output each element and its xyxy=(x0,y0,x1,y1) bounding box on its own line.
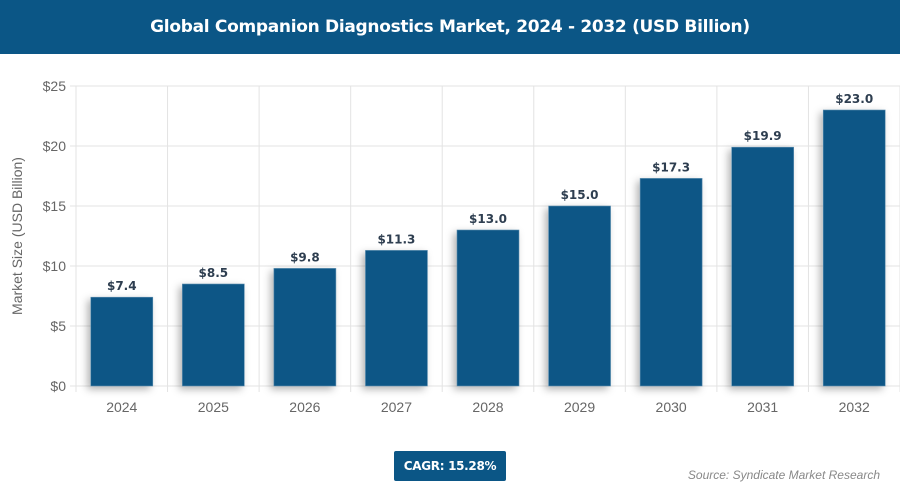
chart-title: Global Companion Diagnostics Market, 202… xyxy=(0,0,900,54)
data-label: $17.3 xyxy=(652,160,690,174)
bar xyxy=(548,205,611,387)
y-tick-label: $10 xyxy=(43,258,67,274)
bar xyxy=(822,109,886,387)
x-tick-label: 2026 xyxy=(289,399,320,415)
bar xyxy=(639,178,703,387)
data-label: $7.4 xyxy=(107,279,137,293)
bar xyxy=(365,250,428,387)
x-tick-label: 2028 xyxy=(472,399,503,415)
x-tick-label: 2031 xyxy=(747,399,778,415)
cagr-badge: CAGR: 15.28% xyxy=(394,451,506,481)
y-tick-label: $25 xyxy=(43,78,67,94)
bar xyxy=(731,146,794,387)
data-label: $15.0 xyxy=(561,188,599,202)
bar xyxy=(182,283,245,387)
bar xyxy=(90,296,154,387)
x-tick-label: 2032 xyxy=(839,399,870,415)
bar xyxy=(273,268,337,387)
y-tick-label: $5 xyxy=(50,318,66,334)
x-tick-label: 2025 xyxy=(198,399,229,415)
y-tick-label: $0 xyxy=(50,378,66,394)
x-tick-label: 2027 xyxy=(381,399,412,415)
data-label: $9.8 xyxy=(290,250,320,264)
data-label: $13.0 xyxy=(469,212,507,226)
x-tick-label: 2030 xyxy=(656,399,687,415)
x-tick-label: 2024 xyxy=(106,399,137,415)
y-tick-label: $15 xyxy=(43,198,67,214)
data-label: $11.3 xyxy=(377,232,415,246)
data-label: $8.5 xyxy=(199,266,229,280)
y-axis-label: Market Size (USD Billion) xyxy=(9,157,25,315)
bar xyxy=(456,229,520,387)
data-label: $23.0 xyxy=(835,92,873,106)
y-tick-label: $20 xyxy=(43,138,67,154)
data-label: $19.9 xyxy=(744,129,782,143)
x-tick-label: 2029 xyxy=(564,399,595,415)
source-note: Source: Syndicate Market Research xyxy=(687,468,880,482)
